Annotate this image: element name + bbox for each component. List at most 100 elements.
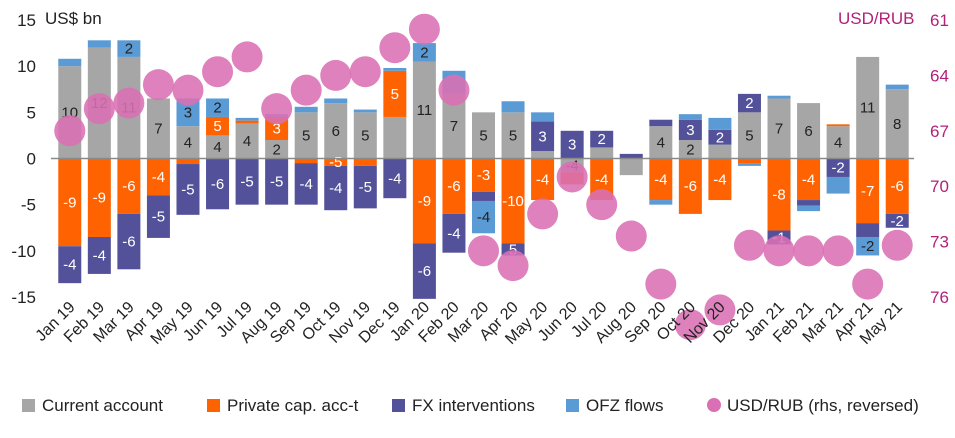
bar-label-s1-27: -7 — [861, 183, 874, 200]
bar-s1-25 — [797, 158, 821, 201]
bar-label-s1-7: 3 — [272, 120, 280, 137]
bar-s0-18 — [590, 147, 614, 159]
legend-swatch-1 — [207, 399, 220, 412]
legend-label-2: FX interventions — [412, 396, 535, 415]
bar-label-s1-0: -9 — [63, 194, 76, 211]
bar-s1-9 — [324, 158, 348, 166]
bar-s1-0 — [58, 158, 82, 247]
bar-label-s1-20: -4 — [654, 171, 667, 188]
bar-s1-14 — [472, 158, 495, 192]
usd-rub-point-18 — [586, 189, 618, 221]
bar-s0-22 — [708, 144, 732, 159]
bar-label-s2-4: -5 — [181, 181, 194, 198]
y-left-tick-5: 10 — [17, 57, 36, 76]
bar-label-s2-28: -2 — [891, 213, 904, 230]
bar-s3-11 — [383, 68, 407, 71]
bar-label-s0-5: 4 — [213, 139, 221, 156]
usd-rub-point-5 — [202, 56, 234, 88]
bar-s3-25 — [797, 205, 821, 212]
bar-label-s2-15: 5 — [509, 241, 517, 258]
usd-rub-point-8 — [290, 74, 322, 106]
bar-s3-27 — [856, 236, 880, 256]
right-axis-unit: USD/RUB — [838, 9, 915, 28]
y-left-tick-6: 15 — [17, 11, 36, 30]
legend-label-0: Current account — [42, 396, 163, 415]
bar-label-s0-8: 5 — [302, 127, 310, 144]
bar-s1-16 — [531, 158, 555, 201]
bar-s1-27 — [856, 158, 880, 224]
bar-s2-9 — [324, 165, 348, 211]
bar-s3-23 — [737, 163, 761, 166]
bar-s2-28 — [885, 213, 909, 228]
bar-s2-4 — [176, 164, 200, 215]
y-axis-left: -15 -10 -5 0 5 10 15 — [11, 11, 36, 307]
bar-label-s1-9: -5 — [329, 154, 342, 171]
bar-s3-5 — [206, 98, 230, 117]
y-left-tick-4: 5 — [27, 103, 36, 122]
bar-s1-1 — [87, 158, 111, 237]
bar-label-s1-28: -6 — [891, 178, 904, 195]
bar-s0-5 — [206, 135, 230, 159]
bar-label-s2-5: -6 — [211, 176, 224, 193]
usd-rub-points — [54, 13, 913, 341]
bar-s3-4 — [176, 98, 200, 127]
bar-s3-14 — [472, 200, 495, 234]
usd-rub-point-17 — [556, 161, 588, 193]
y-axis-right: 61 64 67 70 73 76 — [930, 11, 949, 307]
bar-s1-10 — [353, 158, 377, 166]
bar-s1-5 — [206, 116, 230, 136]
bar-s1-24 — [767, 158, 791, 231]
bar-label-s1-3: -4 — [152, 169, 165, 186]
usd-rub-point-19 — [615, 220, 647, 252]
bar-label-s2-22: 2 — [716, 129, 724, 146]
usd-rub-point-11 — [379, 32, 411, 64]
bar-s2-10 — [353, 165, 377, 209]
usd-rub-point-14 — [468, 235, 499, 267]
bar-s0-7 — [265, 140, 289, 159]
bar-label-s2-23: 2 — [745, 95, 753, 112]
usd-rub-point-15 — [497, 250, 529, 282]
bar-label-s2-1: -4 — [93, 247, 106, 264]
bar-label-s2-0: -4 — [63, 257, 76, 274]
legend-swatch-3 — [566, 399, 579, 412]
bar-s0-4 — [176, 126, 200, 159]
y-left-tick-2: -5 — [21, 196, 36, 215]
bar-s1-8 — [294, 158, 318, 164]
bar-label-s1-24: -8 — [772, 187, 785, 204]
usd-rub-point-28 — [881, 229, 913, 261]
bar-s1-12 — [412, 158, 436, 244]
y-right-tick-3: 70 — [930, 177, 949, 196]
bar-label-s3-4: 3 — [184, 104, 192, 121]
bar-label-s2-6: -5 — [240, 174, 253, 191]
bar-label-s1-14: -3 — [477, 167, 490, 184]
bar-s0-12 — [412, 61, 436, 159]
bar-label-s0-14: 5 — [479, 127, 487, 144]
bar-s3-2 — [117, 40, 141, 57]
y-right-tick-5: 76 — [930, 288, 949, 307]
y-right-tick-1: 64 — [930, 66, 949, 85]
bar-s0-26 — [826, 126, 850, 159]
bar-label-s3-12: 2 — [420, 44, 428, 61]
bar-label-s1-1: -9 — [93, 190, 106, 207]
bar-s2-8 — [294, 163, 318, 205]
y-left-tick-0: -15 — [11, 288, 36, 307]
bar-label-s2-13: -4 — [447, 225, 460, 242]
bar-s0-28 — [885, 89, 909, 159]
bar-s2-12 — [412, 243, 436, 299]
bar-label-s0-7: 2 — [272, 141, 280, 158]
bar-s0-14 — [472, 112, 495, 159]
usd-rub-point-20 — [645, 268, 677, 300]
bar-s2-0 — [58, 246, 82, 284]
bar-label-s2-26: -2 — [831, 160, 844, 177]
bar-label-s0-13: 7 — [450, 118, 458, 135]
bar-s1-3 — [146, 158, 170, 196]
bar-s2-14 — [472, 191, 495, 201]
bar-s3-1 — [87, 40, 111, 48]
usd-rub-point-23 — [733, 229, 765, 261]
bar-s2-11 — [383, 158, 407, 199]
bar-label-s0-6: 4 — [243, 133, 251, 150]
bar-s1-11 — [383, 70, 407, 117]
bar-s1-26 — [826, 124, 850, 127]
y-left-tick-1: -10 — [11, 242, 36, 261]
